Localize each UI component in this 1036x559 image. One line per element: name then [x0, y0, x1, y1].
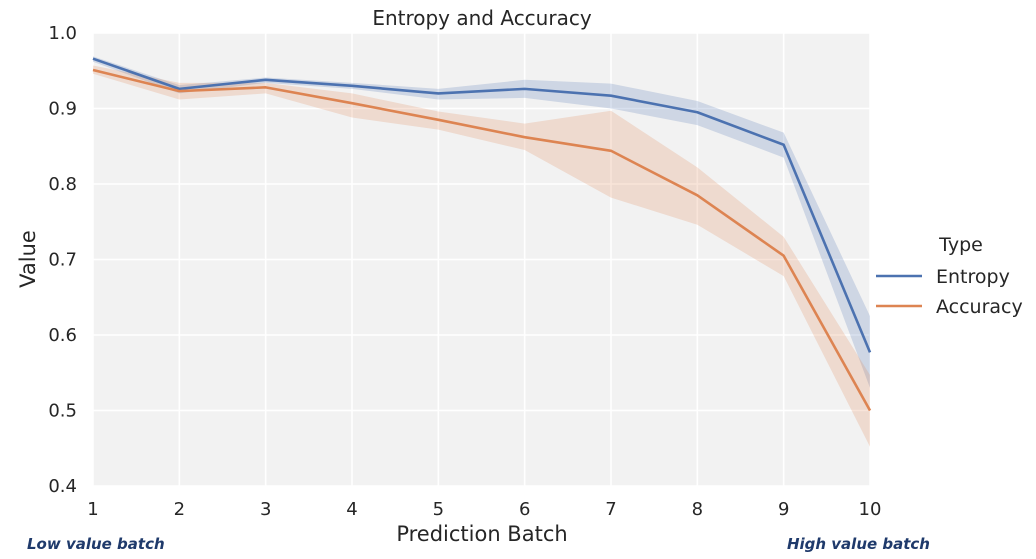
y-tick-label: 0.9	[48, 99, 77, 120]
x-axis-label: Prediction Batch	[396, 522, 567, 546]
legend-title: Type	[938, 234, 983, 256]
band-accuracy	[93, 65, 870, 447]
legend-label-entropy: Entropy	[936, 266, 1010, 288]
y-axis-ticks: 0.4 0.5 0.6 0.7 0.8 0.9 1.0	[48, 23, 77, 497]
x-tick-label: 9	[778, 499, 789, 520]
y-tick-label: 0.6	[48, 325, 77, 346]
x-tick-label: 6	[519, 499, 530, 520]
x-tick-label: 4	[346, 499, 357, 520]
series-line-entropy	[92, 57, 872, 353]
y-tick-label: 0.8	[48, 174, 77, 195]
series-lines	[92, 57, 872, 412]
y-tick-label: 0.4	[48, 476, 77, 497]
chart-title: Entropy and Accuracy	[372, 6, 592, 30]
legend-label-accuracy: Accuracy	[936, 296, 1023, 318]
x-tick-label: 7	[605, 499, 616, 520]
x-tick-label: 1	[87, 499, 98, 520]
legend: Type Entropy Accuracy	[876, 234, 1023, 318]
x-tick-label: 10	[859, 499, 882, 520]
x-tick-label: 2	[174, 499, 185, 520]
x-tick-label: 5	[433, 499, 444, 520]
x-tick-label: 8	[692, 499, 703, 520]
y-tick-label: 0.7	[48, 250, 77, 271]
y-tick-label: 0.5	[48, 401, 77, 422]
series-line-accuracy	[92, 68, 872, 412]
y-tick-label: 1.0	[48, 23, 77, 44]
low-value-batch-note: Low value batch	[27, 535, 165, 553]
x-tick-label: 3	[260, 499, 271, 520]
x-axis-ticks: 1 2 3 4 5 6 7 8 9 10	[87, 499, 881, 520]
grid-lines	[92, 32, 871, 487]
y-axis-label: Value	[16, 230, 40, 288]
high-value-batch-note: High value batch	[787, 535, 930, 553]
